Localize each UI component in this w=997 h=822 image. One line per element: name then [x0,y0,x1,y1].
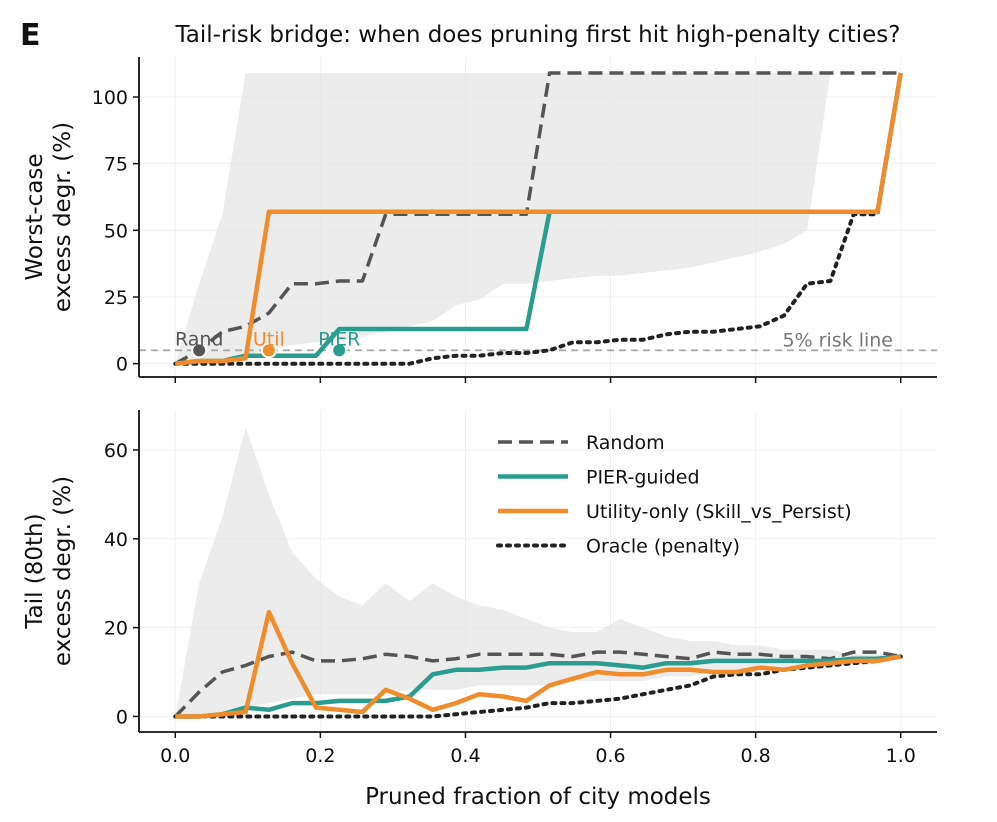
first-hit-marker-random [191,342,208,359]
y-tick-label: 75 [104,154,128,176]
series-line-random [174,650,902,718]
y-tick-label: 60 [104,440,128,462]
series-line-oracle [173,654,903,719]
x-tick-label: 0.4 [450,745,480,767]
first-hit-label-pier: PIER [318,328,360,350]
first-hit-marker-utility [260,342,277,359]
y-axis-label: Tail (80th)excess degr. (%) [22,476,76,666]
risk-line-label: 5% risk line [782,329,893,351]
y-tick-label: 0 [116,706,128,728]
legend-label-random: Random [586,432,665,454]
figure-title: Tail-risk bridge: when does pruning firs… [175,22,901,48]
legend-label-pier: PIER-guided [586,467,700,489]
y-axis-label: Worst-caseexcess degr. (%) [22,122,76,312]
y-axis-label-line: excess degr. (%) [50,122,76,312]
x-tick-label: 1.0 [886,745,916,767]
series-line-oracle [173,71,903,366]
y-tick-label: 100 [92,87,128,109]
bottom-panel-tail: 0 20 40 60 0.0 0.2 0.4 0.6 0.8 1.0 Tail (80th)exce… [22,410,937,767]
y-axis-label-line: Worst-case [22,153,48,280]
series-line-utility [175,609,902,719]
y-tick-label: 40 [104,529,128,551]
random-spread-band [175,73,831,364]
legend-label-utility: Utility-only (Skill_vs_Persist) [586,501,852,523]
x-tick-label: 0.2 [305,745,335,767]
first-hit-label-random: Rand [175,328,224,350]
series-line-random [174,71,901,366]
panel-letter: E [20,18,41,53]
legend: Random PIER-guided Utility-only (Skill_vs_… [496,432,852,558]
top-panel-worst-case: 5% risk line Rand Util PIER 0 25 50 75 100 Worst-… [22,57,937,383]
x-tick-label: 0.0 [160,745,190,767]
y-tick-label: 0 [116,354,128,376]
y-tick-label: 50 [104,220,128,242]
first-hit-marker-pier [331,342,348,359]
first-hit-label-utility: Util [253,328,285,350]
y-axis-label-line: excess degr. (%) [50,476,76,666]
y-tick-label: 25 [104,287,128,309]
legend-label-oracle: Oracle (penalty) [586,536,740,558]
series-line-utility [175,72,903,366]
x-axis-label: Pruned fraction of city models [365,784,711,810]
x-tick-label: 0.6 [595,745,625,767]
random-spread-band [175,427,901,717]
y-axis-label-line: Tail (80th) [22,513,48,629]
y-tick-label: 20 [104,618,128,640]
series-line-pier [175,654,901,719]
x-tick-label: 0.8 [741,745,771,767]
